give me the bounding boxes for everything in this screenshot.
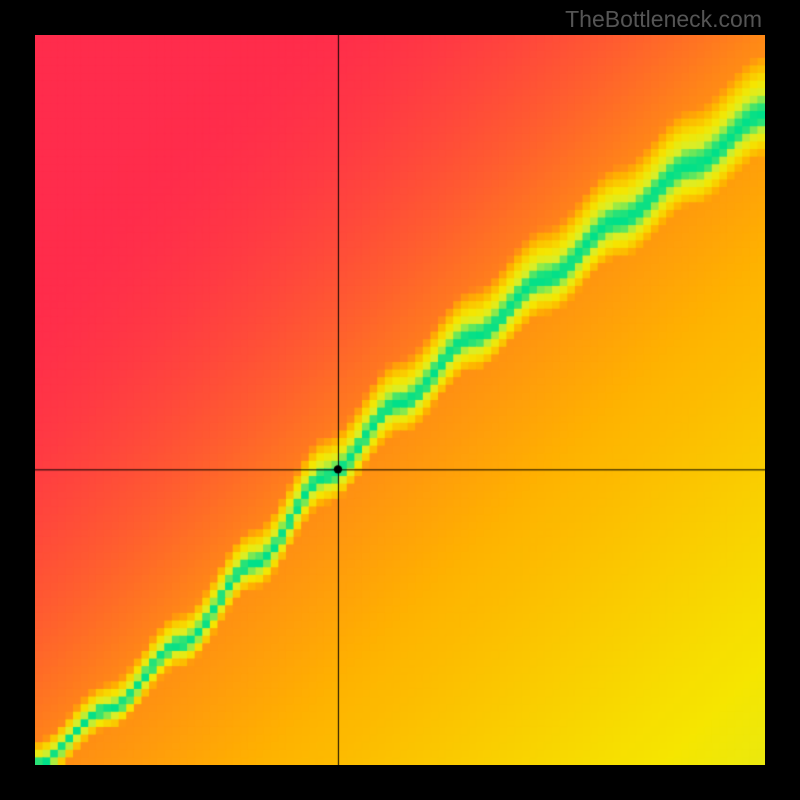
- watermark-text: TheBottleneck.com: [565, 6, 762, 33]
- chart-container: TheBottleneck.com: [0, 0, 800, 800]
- bottleneck-heatmap: [35, 35, 765, 765]
